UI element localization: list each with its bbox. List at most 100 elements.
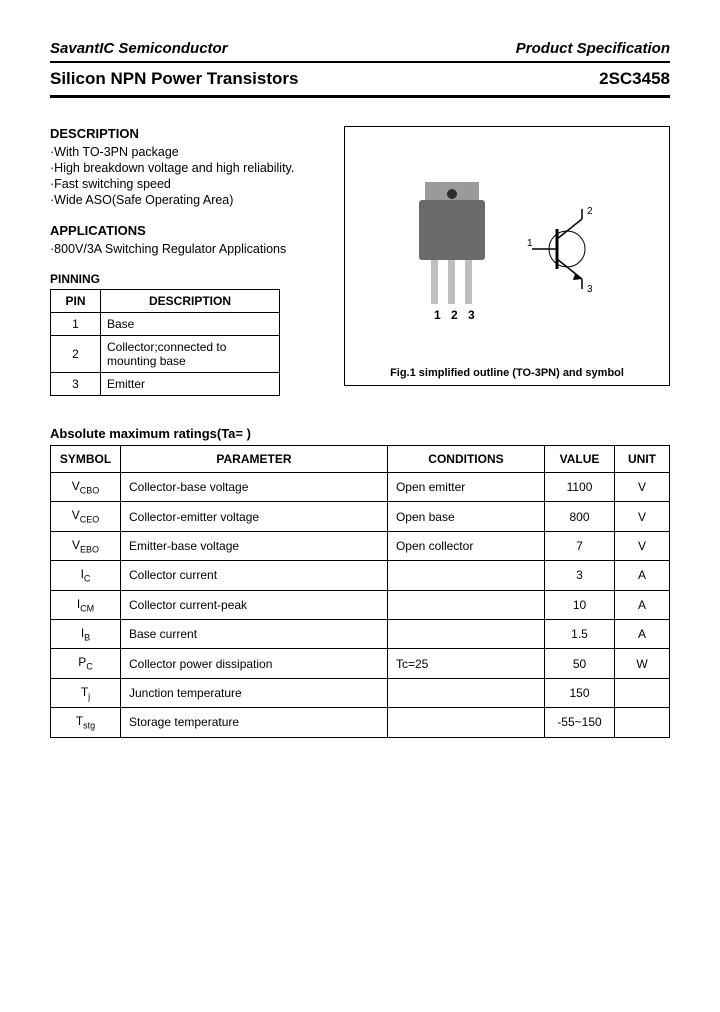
rating-symbol: Tj: [51, 678, 121, 707]
applications-heading: APPLICATIONS: [50, 223, 330, 238]
rating-parameter: Collector current: [121, 561, 388, 590]
company-name: SavantIC Semiconductor: [50, 40, 228, 57]
rating-unit: W: [615, 649, 670, 678]
rating-unit: V: [615, 502, 670, 531]
product-title: Silicon NPN Power Transistors: [50, 69, 298, 89]
rating-condition: [387, 708, 544, 737]
rating-condition: [387, 590, 544, 619]
rating-value: 50: [545, 649, 615, 678]
rating-symbol: VCEO: [51, 502, 121, 531]
pinning-col-pin: PIN: [51, 290, 101, 313]
table-row: VEBOEmitter-base voltageOpen collector7V: [51, 531, 670, 560]
rating-unit: A: [615, 619, 670, 648]
description-heading: DESCRIPTION: [50, 126, 330, 141]
symbol-emitter-label: 3: [587, 284, 593, 294]
rating-condition: Open base: [387, 502, 544, 531]
pin-number: 2: [51, 336, 101, 373]
pin-number: 1: [51, 313, 101, 336]
table-row: ICCollector current 3A: [51, 561, 670, 590]
part-number: 2SC3458: [599, 69, 670, 89]
rating-symbol: VEBO: [51, 531, 121, 560]
rating-parameter: Emitter-base voltage: [121, 531, 388, 560]
rating-symbol: Tstg: [51, 708, 121, 737]
pin-label: 2: [451, 308, 458, 322]
rating-parameter: Storage temperature: [121, 708, 388, 737]
left-column: DESCRIPTION ·With TO-3PN package ·High b…: [50, 126, 330, 396]
rating-symbol: PC: [51, 649, 121, 678]
table-row: VCBOCollector-base voltageOpen emitter11…: [51, 473, 670, 502]
rating-value: 10: [545, 590, 615, 619]
rating-unit: A: [615, 590, 670, 619]
rating-unit: [615, 678, 670, 707]
rating-value: 800: [545, 502, 615, 531]
table-row: TstgStorage temperature -55~150: [51, 708, 670, 737]
ratings-col-unit: UNIT: [615, 446, 670, 473]
table-row: 1 Base: [51, 313, 280, 336]
doc-type: Product Specification: [516, 40, 670, 57]
ratings-col-conditions: CONDITIONS: [387, 446, 544, 473]
rating-value: 7: [545, 531, 615, 560]
table-row: 3 Emitter: [51, 373, 280, 396]
rating-symbol: VCBO: [51, 473, 121, 502]
rating-value: -55~150: [545, 708, 615, 737]
ratings-col-value: VALUE: [545, 446, 615, 473]
rating-symbol: IC: [51, 561, 121, 590]
symbol-collector-label: 2: [587, 206, 593, 217]
rating-parameter: Collector power dissipation: [121, 649, 388, 678]
rating-parameter: Base current: [121, 619, 388, 648]
rating-symbol: ICM: [51, 590, 121, 619]
rating-unit: A: [615, 561, 670, 590]
description-item: ·High breakdown voltage and high reliabi…: [50, 161, 330, 175]
pin-desc: Emitter: [101, 373, 280, 396]
pin-label: 3: [468, 308, 475, 322]
table-row: ICMCollector current-peak 10A: [51, 590, 670, 619]
description-item: ·With TO-3PN package: [50, 145, 330, 159]
rating-condition: [387, 678, 544, 707]
table-row: PCCollector power dissipationTc=25 50W: [51, 649, 670, 678]
rating-parameter: Junction temperature: [121, 678, 388, 707]
pin-number: 3: [51, 373, 101, 396]
transistor-symbol-icon: 1 2 3: [527, 204, 607, 294]
package-outline-icon: 1 2 3: [407, 174, 497, 324]
description-item: ·Fast switching speed: [50, 177, 330, 191]
rating-symbol: IB: [51, 619, 121, 648]
pinning-heading: PINNING: [50, 272, 330, 286]
pinning-col-desc: DESCRIPTION: [101, 290, 280, 313]
rating-parameter: Collector-base voltage: [121, 473, 388, 502]
upper-content: DESCRIPTION ·With TO-3PN package ·High b…: [50, 126, 670, 396]
ratings-table: SYMBOL PARAMETER CONDITIONS VALUE UNIT V…: [50, 445, 670, 738]
rating-unit: V: [615, 531, 670, 560]
title-row: Silicon NPN Power Transistors 2SC3458: [50, 63, 670, 98]
table-row: 2 Collector;connected to mounting base: [51, 336, 280, 373]
table-row: TjJunction temperature 150: [51, 678, 670, 707]
description-item: ·Wide ASO(Safe Operating Area): [50, 193, 330, 207]
ratings-col-symbol: SYMBOL: [51, 446, 121, 473]
ratings-heading: Absolute maximum ratings(Ta= ): [50, 426, 670, 441]
figure-caption: Fig.1 simplified outline (TO-3PN) and sy…: [390, 367, 624, 379]
rating-unit: [615, 708, 670, 737]
rating-condition: [387, 561, 544, 590]
rating-condition: Open emitter: [387, 473, 544, 502]
figure-content: 1 2 3 1 2 3: [355, 137, 659, 361]
pin-label: 1: [434, 308, 441, 322]
rating-parameter: Collector-emitter voltage: [121, 502, 388, 531]
applications-item: ·800V/3A Switching Regulator Application…: [50, 242, 330, 256]
header-row: SavantIC Semiconductor Product Specifica…: [50, 40, 670, 63]
rating-parameter: Collector current-peak: [121, 590, 388, 619]
table-row: IBBase current 1.5A: [51, 619, 670, 648]
pin-desc: Collector;connected to mounting base: [101, 336, 280, 373]
rating-unit: V: [615, 473, 670, 502]
rating-condition: Tc=25: [387, 649, 544, 678]
rating-condition: [387, 619, 544, 648]
symbol-base-label: 1: [527, 238, 533, 249]
ratings-col-parameter: PARAMETER: [121, 446, 388, 473]
rating-value: 3: [545, 561, 615, 590]
figure-box: 1 2 3 1 2 3 Fig.1 simplified outline (TO…: [344, 126, 670, 386]
rating-value: 1.5: [545, 619, 615, 648]
pin-desc: Base: [101, 313, 280, 336]
description-list: ·With TO-3PN package ·High breakdown vol…: [50, 145, 330, 207]
table-row: VCEOCollector-emitter voltageOpen base80…: [51, 502, 670, 531]
rating-value: 150: [545, 678, 615, 707]
rating-condition: Open collector: [387, 531, 544, 560]
pinning-table: PIN DESCRIPTION 1 Base 2 Collector;conne…: [50, 289, 280, 396]
